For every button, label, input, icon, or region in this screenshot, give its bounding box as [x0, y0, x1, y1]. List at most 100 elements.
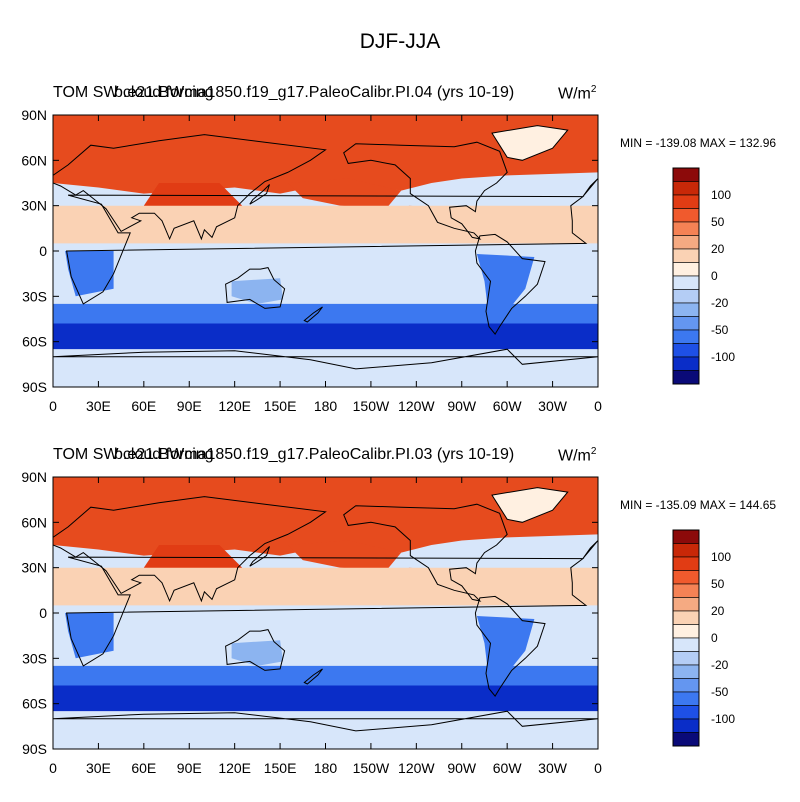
field-so-band: [53, 665, 598, 686]
lat-label: 30S: [22, 288, 47, 304]
colorbar-swatch: [672, 235, 700, 250]
field-arctic-warm-band: [53, 115, 598, 194]
map-field: [53, 477, 598, 749]
figure-title: DJF-JJA: [359, 30, 441, 53]
colorbar-swatch: [672, 167, 700, 182]
field-greenland-fill: [492, 487, 568, 523]
lon-label: 150E: [264, 398, 297, 414]
colorbar-swatch: [672, 691, 700, 706]
colorbar-swatch: [672, 262, 700, 277]
lon-label: 60E: [131, 398, 156, 414]
lon-label: 150W: [353, 398, 390, 414]
colorbar-label: -20: [711, 658, 729, 672]
colorbar-label: -20: [711, 296, 729, 310]
colorbar-swatch: [672, 543, 700, 558]
coastline-eurasia: [582, 540, 598, 559]
lon-label: 60W: [493, 760, 523, 776]
lon-label: 90W: [447, 760, 477, 776]
lon-label: 120E: [218, 398, 251, 414]
colorbar-swatch: [672, 221, 700, 236]
coastline-eurasia: [582, 178, 598, 197]
lon-label: 0: [594, 398, 602, 414]
panel-left-title: TOM SW cloud forcing: [53, 84, 214, 101]
colorbar-swatch: [672, 181, 700, 196]
lon-label: 150W: [353, 760, 390, 776]
colorbar-swatch: [672, 302, 700, 317]
coastline-nz: [303, 306, 323, 323]
lat-label: 0: [39, 243, 47, 259]
coastline-antarctica: [53, 348, 598, 370]
lat-label: 0: [39, 605, 47, 621]
field-nw-pacific-red: [287, 178, 402, 209]
field-australia-neg: [231, 640, 284, 666]
colorbar-swatch: [672, 370, 700, 385]
panel-case-title: b.e21.BWma1850.f19_g17.PaleoCalibr.PI.03…: [114, 446, 515, 463]
lat-label: 90S: [22, 379, 47, 395]
lat-label: 60S: [22, 334, 47, 350]
lon-label: 150E: [264, 760, 297, 776]
colorbar-swatch: [672, 570, 700, 585]
coastline-africa: [66, 194, 588, 305]
lon-label: 30E: [86, 398, 111, 414]
field-tropical-light-pos: [53, 567, 598, 606]
lat-label: 90S: [22, 741, 47, 757]
colorbar-label: -50: [711, 323, 729, 337]
minmax-label: MIN = -139.08 MAX = 132.96: [620, 136, 777, 150]
coastline-greenland: [491, 125, 569, 161]
lon-label: 0: [594, 760, 602, 776]
colorbar-swatch: [672, 529, 700, 544]
colorbar-frame: [672, 167, 700, 385]
field-africa-neg: [65, 251, 114, 297]
field-tropical-light-pos: [53, 205, 598, 244]
colorbar-swatch: [672, 678, 700, 693]
colorbar-swatch: [672, 208, 700, 223]
colorbar-swatch: [672, 597, 700, 612]
field-nw-pacific-red: [287, 540, 402, 571]
field-australia-neg: [231, 278, 284, 304]
coastline-nz: [303, 668, 323, 685]
lon-label: 30E: [86, 760, 111, 776]
colorbar-swatch: [672, 610, 700, 625]
map-field: [53, 115, 598, 387]
colorbar-label: 0: [711, 269, 718, 283]
field-so-deep: [53, 323, 598, 350]
coastline-south-america: [474, 595, 546, 697]
field-samerica-neg: [476, 616, 535, 681]
lon-label: 30W: [538, 398, 568, 414]
lat-label: 60N: [21, 514, 47, 530]
lon-label: 0: [49, 760, 57, 776]
lat-label: 30N: [21, 560, 47, 576]
lat-label: 90N: [21, 107, 47, 123]
colorbar-swatch: [672, 664, 700, 679]
lon-label: 180: [314, 760, 338, 776]
colorbar-swatch: [672, 624, 700, 639]
coastline-north-america: [343, 141, 508, 240]
colorbar-swatch: [672, 718, 700, 733]
colorbar-swatch: [672, 316, 700, 331]
coastline-antarctica: [53, 710, 598, 732]
colorbar-frame: [672, 529, 700, 747]
map-panel-pi04: 90N 60N 30N 0 30S 60S 90S 0 30E 60E 90E 120E 150E 180…: [0, 80, 800, 440]
lon-label: 30W: [538, 760, 568, 776]
colorbar-swatch: [672, 329, 700, 344]
field-antarctic-light: [53, 349, 598, 387]
colorbar-swatch: [672, 343, 700, 358]
coastline-japan: [249, 546, 270, 567]
field-greenland-fill: [492, 125, 568, 161]
colorbar-label: 0: [711, 631, 718, 645]
colorbar-swatch: [672, 289, 700, 304]
colorbar-swatch: [672, 705, 700, 720]
coastline-africa: [66, 556, 588, 667]
colorbar-label: 20: [711, 242, 725, 256]
minmax-label: MIN = -135.09 MAX = 144.65: [620, 498, 777, 512]
colorbar-swatch: [672, 556, 700, 571]
colorbar-swatch: [672, 356, 700, 371]
lon-label: 120W: [398, 760, 435, 776]
units-label: W/m2: [558, 446, 597, 465]
coastline-greenland: [491, 487, 569, 523]
field-antarctic-light: [53, 711, 598, 749]
lon-label: 60W: [493, 398, 523, 414]
coastline-north-america: [343, 503, 508, 602]
colorbar-label: 50: [711, 215, 725, 229]
